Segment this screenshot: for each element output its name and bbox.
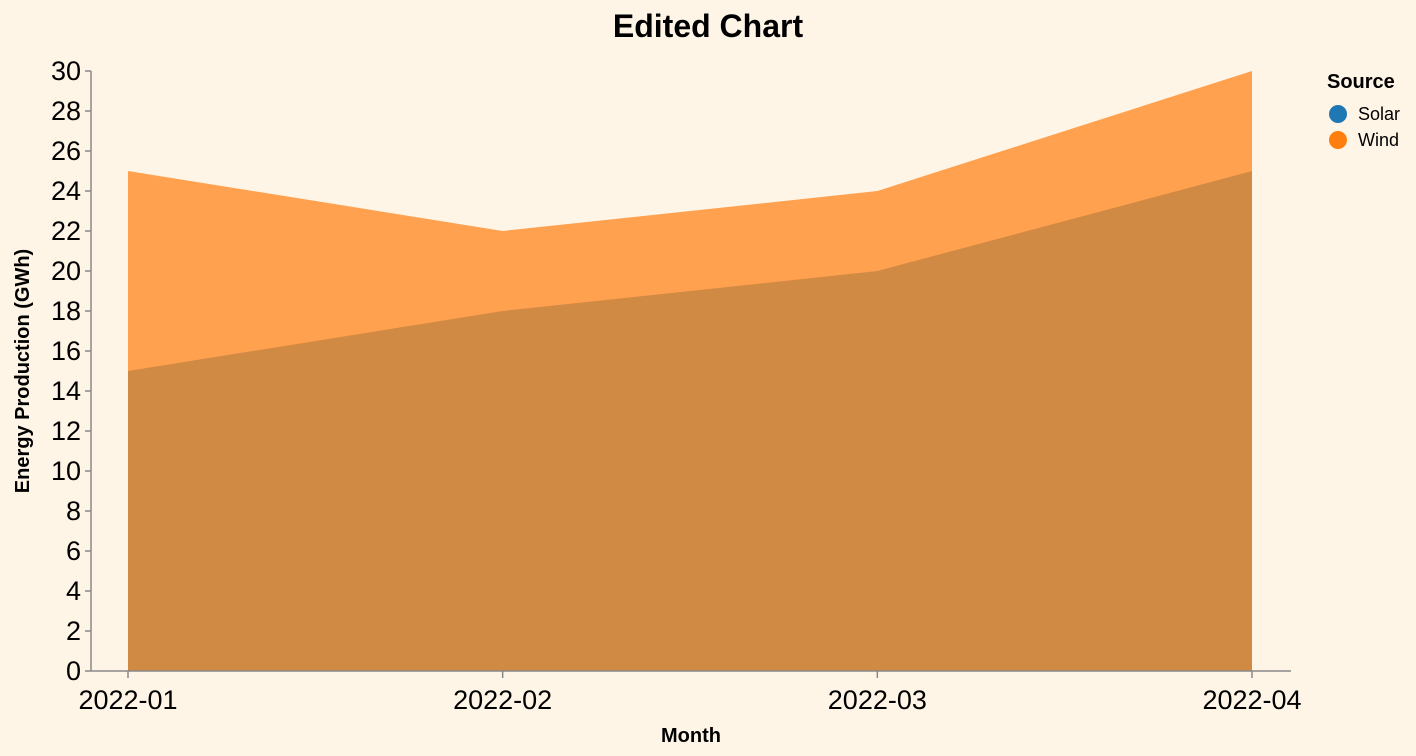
y-tick-label: 2 xyxy=(66,616,81,646)
y-axis-title: Energy Production (GWh) xyxy=(12,249,34,493)
y-tick-label: 6 xyxy=(66,536,81,566)
y-tick-label: 4 xyxy=(66,576,81,606)
legend: Source Solar Wind xyxy=(1327,71,1400,150)
data-point-wind xyxy=(877,191,878,192)
y-tick-label: 18 xyxy=(51,296,81,326)
y-tick-label: 8 xyxy=(66,496,81,526)
data-point-wind xyxy=(128,171,129,172)
data-point-solar xyxy=(877,271,878,272)
x-tick-label: 2022-03 xyxy=(828,685,927,715)
legend-swatch-wind xyxy=(1329,131,1347,149)
area-solar xyxy=(128,171,1252,671)
chart-title: Edited Chart xyxy=(613,8,804,44)
y-tick-label: 24 xyxy=(51,176,81,206)
legend-title: Source xyxy=(1327,71,1395,93)
legend-items: Solar Wind xyxy=(1329,104,1400,150)
x-axis: 2022-01 2022-02 2022-03 2022-04 xyxy=(78,670,1302,715)
y-tick-label: 12 xyxy=(51,416,81,446)
x-tick-label: 2022-01 xyxy=(78,685,177,715)
y-tick-label: 10 xyxy=(51,456,81,486)
y-tick-label: 20 xyxy=(51,256,81,286)
data-point-solar xyxy=(128,371,129,372)
data-point-solar xyxy=(502,311,503,312)
data-point-solar xyxy=(1252,171,1253,172)
y-tick-label: 14 xyxy=(51,376,81,406)
data-point-wind xyxy=(1252,71,1253,72)
legend-swatch-solar xyxy=(1329,105,1347,123)
x-axis-title: Month xyxy=(661,725,721,747)
y-tick-label: 30 xyxy=(51,56,81,86)
y-tick-label: 16 xyxy=(51,336,81,366)
y-tick-label: 0 xyxy=(66,656,81,686)
y-tick-label: 28 xyxy=(51,96,81,126)
y-tick-label: 22 xyxy=(51,216,81,246)
x-tick-label: 2022-04 xyxy=(1202,685,1301,715)
data-point-wind xyxy=(502,231,503,232)
legend-label-wind: Wind xyxy=(1358,130,1399,150)
series-layer xyxy=(128,71,1253,671)
y-tick-label: 26 xyxy=(51,136,81,166)
x-tick-label: 2022-02 xyxy=(453,685,552,715)
legend-label-solar: Solar xyxy=(1358,104,1400,124)
